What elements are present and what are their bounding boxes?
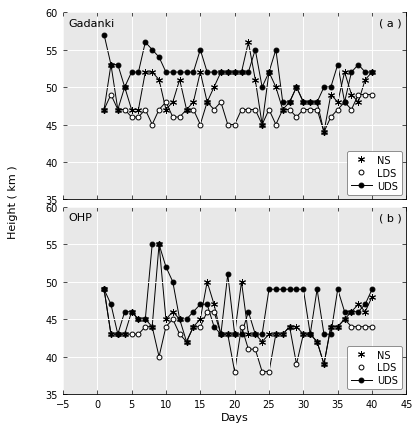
Text: Height ( km ): Height ( km ) bbox=[8, 165, 18, 238]
Text: Gadanki: Gadanki bbox=[68, 19, 114, 29]
Text: OHP: OHP bbox=[68, 213, 92, 223]
Legend: NS, LDS, UDS: NS, LDS, UDS bbox=[347, 346, 401, 389]
Text: ( a ): ( a ) bbox=[379, 19, 401, 29]
X-axis label: Days: Days bbox=[221, 412, 248, 422]
Legend: NS, LDS, UDS: NS, LDS, UDS bbox=[347, 152, 401, 195]
Text: ( b ): ( b ) bbox=[378, 213, 401, 223]
